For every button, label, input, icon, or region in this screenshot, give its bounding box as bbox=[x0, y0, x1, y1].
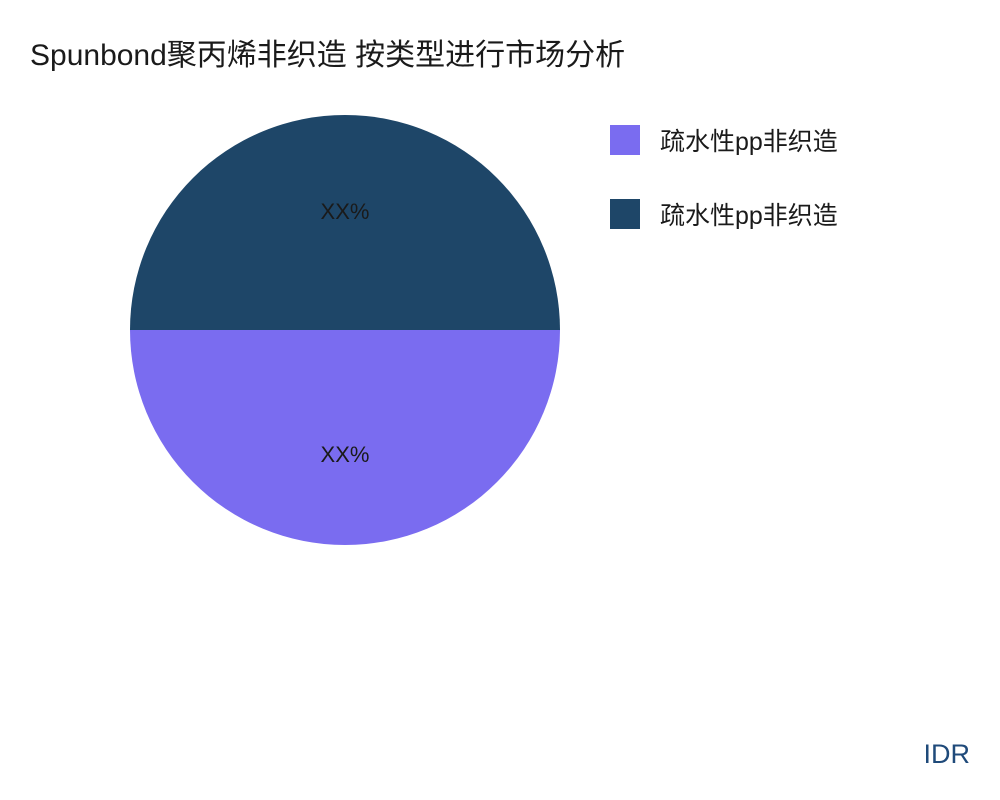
legend-item-0: 疏水性pp非织造 bbox=[610, 122, 838, 158]
legend-item-1: 疏水性pp非织造 bbox=[610, 196, 838, 232]
legend-label-1: 疏水性pp非织造 bbox=[660, 196, 838, 232]
footer-text: IDR bbox=[924, 739, 971, 770]
legend-swatch-0 bbox=[610, 125, 640, 155]
pie-chart: XX% XX% bbox=[130, 115, 560, 545]
slice-label-0: XX% bbox=[321, 199, 370, 225]
legend-swatch-1 bbox=[610, 199, 640, 229]
legend-label-0: 疏水性pp非织造 bbox=[660, 122, 838, 158]
pie-body bbox=[130, 115, 560, 545]
legend: 疏水性pp非织造 疏水性pp非织造 bbox=[610, 122, 838, 270]
chart-title: Spunbond聚丙烯非织造 按类型进行市场分析 bbox=[30, 30, 625, 74]
slice-label-1: XX% bbox=[321, 442, 370, 468]
